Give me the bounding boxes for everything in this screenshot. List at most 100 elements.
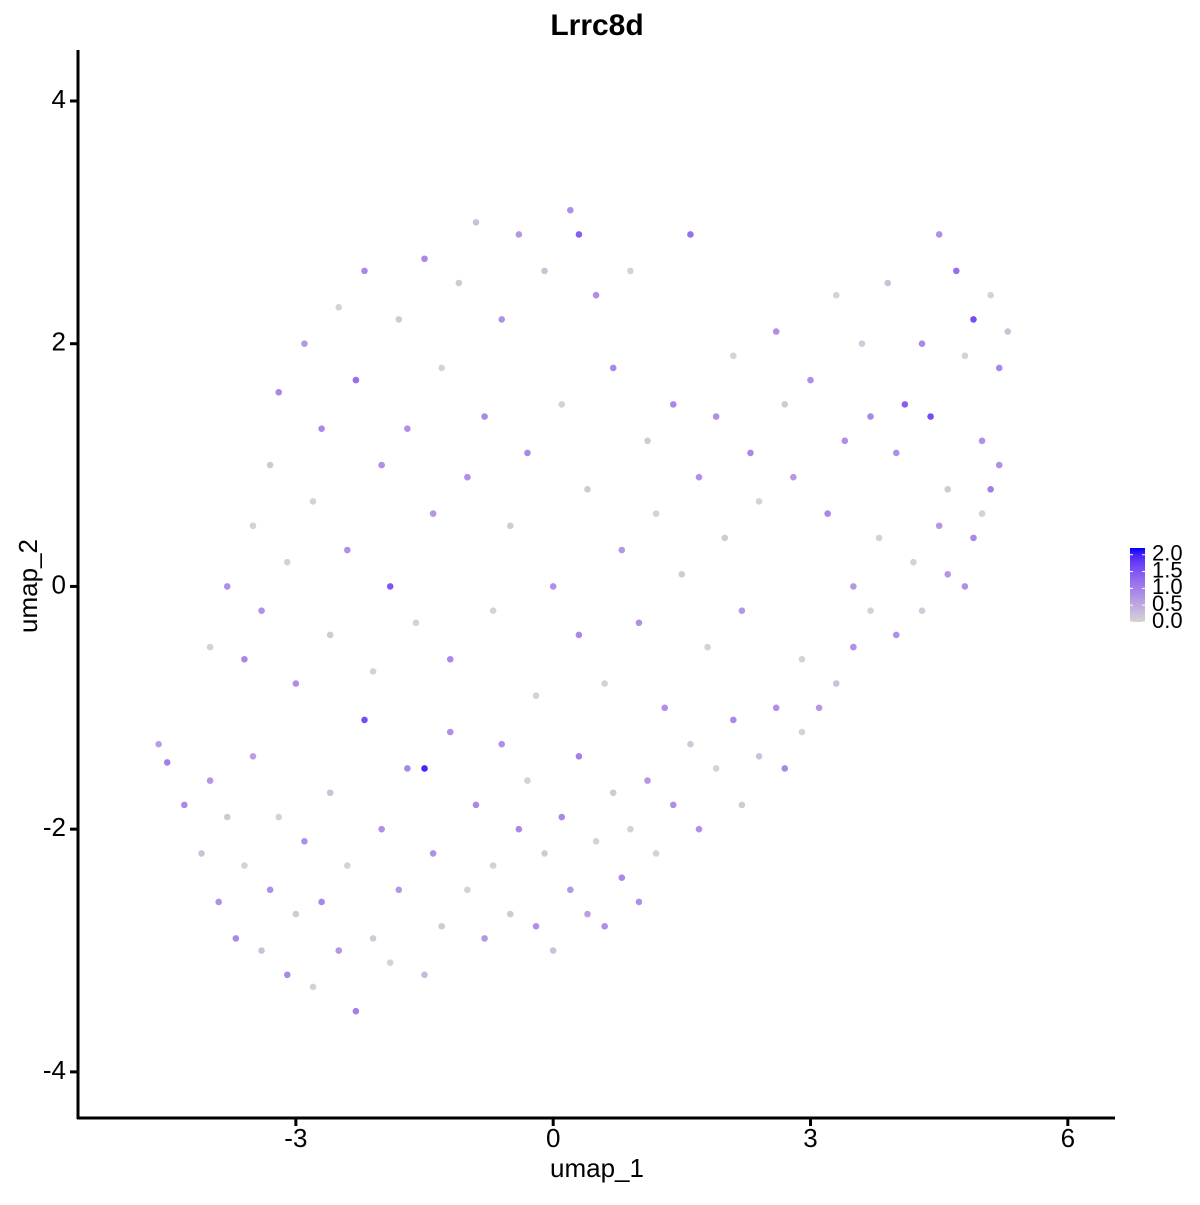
point bbox=[798, 728, 806, 736]
point bbox=[344, 862, 351, 869]
point bbox=[961, 583, 969, 590]
point bbox=[781, 401, 789, 408]
point bbox=[472, 219, 480, 226]
point bbox=[249, 522, 257, 530]
point bbox=[446, 655, 454, 663]
point bbox=[567, 886, 574, 894]
point bbox=[678, 570, 686, 578]
point bbox=[618, 546, 626, 554]
x-tick-label: 6 bbox=[1061, 1123, 1075, 1153]
point bbox=[395, 886, 403, 894]
point bbox=[326, 631, 334, 639]
point bbox=[738, 607, 746, 614]
point bbox=[601, 680, 608, 687]
point bbox=[309, 983, 317, 991]
point bbox=[970, 534, 977, 542]
point bbox=[747, 449, 754, 457]
point bbox=[206, 643, 214, 651]
point bbox=[498, 740, 506, 748]
point bbox=[163, 759, 171, 766]
point bbox=[301, 837, 308, 845]
point bbox=[944, 486, 952, 493]
point bbox=[275, 388, 283, 396]
point bbox=[884, 279, 892, 287]
point bbox=[592, 837, 600, 845]
point bbox=[464, 886, 471, 894]
point bbox=[927, 413, 934, 420]
point bbox=[421, 255, 428, 263]
colorbar-label: 1.5 bbox=[1152, 557, 1183, 582]
point bbox=[867, 413, 874, 420]
colorbar bbox=[1130, 548, 1145, 622]
point bbox=[661, 704, 668, 712]
point bbox=[404, 765, 411, 772]
point bbox=[506, 522, 514, 530]
point bbox=[901, 401, 909, 408]
x-axis-title: umap_1 bbox=[550, 1153, 644, 1183]
point bbox=[241, 862, 248, 869]
point bbox=[730, 352, 737, 360]
point bbox=[644, 437, 651, 445]
point bbox=[292, 910, 300, 918]
point bbox=[558, 813, 566, 821]
point bbox=[541, 267, 548, 275]
point bbox=[361, 716, 368, 724]
point bbox=[807, 376, 814, 384]
point bbox=[575, 631, 583, 639]
x-tick-label: 0 bbox=[546, 1123, 560, 1153]
point bbox=[832, 291, 840, 299]
x-tick-label: 3 bbox=[803, 1123, 817, 1153]
point bbox=[421, 971, 428, 979]
point bbox=[395, 316, 403, 323]
point bbox=[584, 910, 591, 918]
point bbox=[652, 510, 660, 517]
point bbox=[506, 910, 514, 918]
point bbox=[283, 558, 291, 566]
point bbox=[292, 680, 300, 687]
point bbox=[781, 765, 789, 772]
point bbox=[910, 558, 917, 566]
y-tick-label: -4 bbox=[43, 1055, 66, 1085]
point bbox=[549, 583, 557, 590]
colorbar-label: 0.0 bbox=[1152, 608, 1183, 633]
point bbox=[335, 947, 343, 954]
point bbox=[832, 680, 840, 687]
point bbox=[266, 461, 274, 469]
point bbox=[798, 655, 806, 663]
y-tick-label: 2 bbox=[52, 327, 66, 357]
point bbox=[669, 401, 677, 408]
point bbox=[738, 801, 746, 809]
point bbox=[386, 583, 394, 590]
point bbox=[772, 704, 780, 712]
point bbox=[455, 279, 463, 287]
point bbox=[841, 437, 849, 445]
point bbox=[695, 825, 703, 833]
colorbar-label: 1.0 bbox=[1152, 574, 1183, 599]
point bbox=[241, 655, 248, 663]
point bbox=[755, 498, 763, 505]
point bbox=[824, 510, 831, 517]
point bbox=[961, 352, 969, 360]
colorbar-label: 2.0 bbox=[1152, 541, 1183, 566]
point bbox=[1004, 328, 1012, 335]
point bbox=[755, 753, 763, 760]
point bbox=[618, 874, 626, 881]
point bbox=[524, 777, 531, 784]
point bbox=[892, 449, 900, 457]
point bbox=[258, 947, 265, 954]
point bbox=[223, 583, 231, 590]
point bbox=[627, 825, 634, 833]
point bbox=[850, 583, 857, 590]
point bbox=[918, 607, 926, 614]
point bbox=[155, 740, 162, 748]
point bbox=[198, 850, 205, 857]
point bbox=[412, 619, 420, 627]
point bbox=[635, 619, 643, 627]
point bbox=[275, 813, 283, 821]
point bbox=[438, 364, 445, 372]
point bbox=[326, 789, 334, 797]
point bbox=[181, 801, 188, 809]
point bbox=[352, 1007, 360, 1015]
point bbox=[481, 935, 488, 942]
